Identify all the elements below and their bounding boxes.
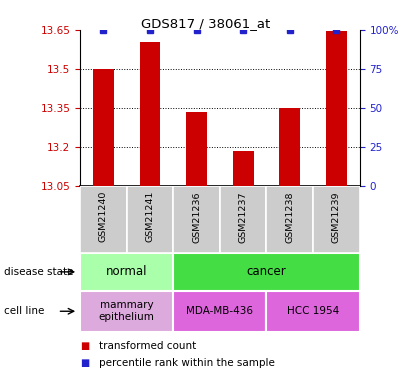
Bar bbox=[266, 291, 360, 332]
Text: percentile rank within the sample: percentile rank within the sample bbox=[99, 358, 275, 368]
Text: cell line: cell line bbox=[4, 306, 44, 316]
Bar bbox=[173, 253, 360, 291]
Bar bbox=[80, 253, 173, 291]
Text: normal: normal bbox=[106, 266, 148, 278]
Bar bbox=[80, 186, 127, 253]
Text: GSM21238: GSM21238 bbox=[285, 191, 294, 243]
Bar bbox=[326, 31, 347, 186]
Bar bbox=[127, 186, 173, 253]
Text: GSM21240: GSM21240 bbox=[99, 191, 108, 242]
Text: GSM21241: GSM21241 bbox=[145, 191, 155, 242]
Text: HCC 1954: HCC 1954 bbox=[287, 306, 339, 316]
Text: GSM21237: GSM21237 bbox=[239, 191, 248, 243]
Bar bbox=[220, 186, 266, 253]
Bar bbox=[266, 186, 313, 253]
Bar bbox=[173, 186, 220, 253]
Bar bbox=[139, 42, 160, 186]
Text: GSM21239: GSM21239 bbox=[332, 191, 341, 243]
Bar bbox=[80, 291, 173, 332]
Text: disease state: disease state bbox=[4, 267, 74, 277]
Text: ■: ■ bbox=[80, 358, 90, 368]
Text: GSM21236: GSM21236 bbox=[192, 191, 201, 243]
Bar bbox=[233, 151, 254, 186]
Text: GDS817 / 38061_at: GDS817 / 38061_at bbox=[141, 17, 270, 30]
Text: MDA-MB-436: MDA-MB-436 bbox=[186, 306, 254, 316]
Bar bbox=[93, 69, 114, 186]
Text: cancer: cancer bbox=[247, 266, 286, 278]
Bar bbox=[173, 291, 266, 332]
Text: transformed count: transformed count bbox=[99, 340, 196, 351]
Bar bbox=[186, 112, 207, 186]
Text: mammary
epithelium: mammary epithelium bbox=[99, 300, 155, 322]
Bar bbox=[279, 108, 300, 186]
Text: ■: ■ bbox=[80, 340, 90, 351]
Bar bbox=[313, 186, 360, 253]
